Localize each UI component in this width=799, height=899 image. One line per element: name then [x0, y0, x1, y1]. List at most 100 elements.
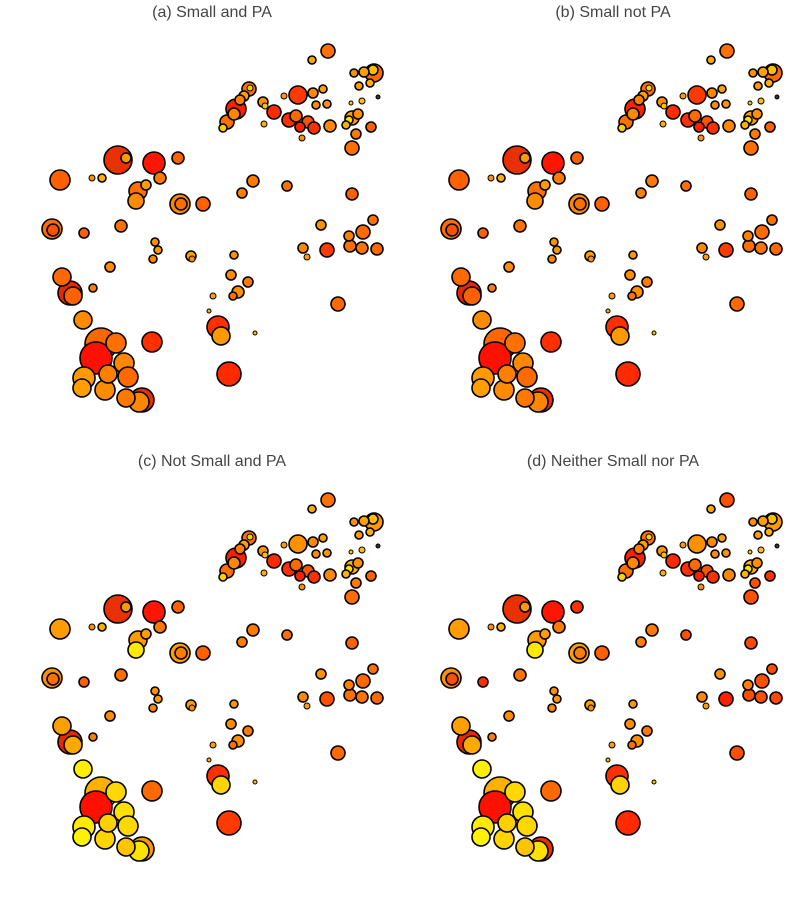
bubble-marker [344, 589, 360, 605]
bubble-marker [757, 66, 769, 78]
bubble-marker [740, 569, 750, 579]
bubble-marker [605, 308, 611, 314]
bubble-marker [552, 171, 566, 185]
bubble-marker [516, 815, 538, 837]
bubble-marker [742, 688, 756, 702]
bubble-marker [471, 378, 491, 398]
bubble-marker [73, 310, 93, 330]
bubble-marker [206, 308, 212, 314]
bubble-marker [540, 780, 562, 802]
bubble-marker [252, 779, 258, 785]
bubble-marker [209, 741, 217, 749]
bubble-marker [764, 527, 774, 537]
bubble-marker [323, 568, 337, 582]
bubble-marker [635, 187, 647, 199]
bubble-marker [718, 242, 734, 258]
bubble-marker [307, 570, 321, 584]
bubble-marker [754, 224, 770, 240]
bubble-marker [624, 269, 636, 281]
bubble-marker [628, 699, 638, 709]
bubble-marker [706, 504, 716, 514]
bubble-marker [503, 261, 515, 273]
panel-b: (b) Small not PA [399, 0, 799, 449]
bubble-marker [547, 703, 557, 713]
bubble-marker [757, 546, 765, 554]
bubble-marker [280, 92, 288, 100]
bubble-marker [719, 43, 735, 59]
bubble-marker [766, 663, 778, 675]
bubble-marker [764, 121, 776, 133]
bubble-marker [617, 123, 627, 133]
bubble-marker [757, 515, 769, 527]
bubble-marker [706, 536, 718, 548]
bubble-marker [142, 151, 166, 175]
bubble-marker [659, 569, 667, 577]
bubble-marker [487, 174, 495, 182]
bubble-marker [729, 745, 745, 761]
bubble-marker [140, 179, 152, 191]
panel-title: (b) Small not PA [555, 4, 671, 21]
bubble-marker [188, 255, 196, 263]
bubble-marker [227, 107, 241, 121]
bubble-marker [355, 241, 369, 255]
bubble-marker [252, 330, 258, 336]
bubble-marker [148, 254, 158, 264]
bubble-marker [570, 600, 584, 614]
bubble-map-d: (d) Neither Small nor PA [440, 453, 783, 862]
bubble-marker [352, 108, 364, 120]
bubble-marker [487, 623, 495, 631]
bubble-marker [641, 276, 653, 288]
bubble-marker [665, 553, 681, 569]
bubble-marker [52, 716, 72, 736]
bubble-marker [350, 128, 362, 140]
bubble-marker [764, 78, 774, 88]
bubble-marker [345, 636, 359, 650]
bubble-marker [487, 732, 497, 742]
bubble-marker [211, 775, 231, 795]
bubble-marker [645, 533, 653, 541]
bubble-marker [628, 250, 638, 260]
bubble-marker [549, 686, 559, 696]
bubble-marker [225, 718, 237, 730]
bubble-marker [195, 196, 211, 212]
bubble-marker [753, 81, 763, 91]
bubble-marker [719, 492, 735, 508]
bubble-marker [680, 180, 692, 192]
bubble-marker [141, 780, 163, 802]
bubble-marker [63, 735, 83, 755]
bubble-marker [370, 242, 384, 256]
bubble-marker [354, 81, 364, 91]
bubble-marker [641, 725, 653, 737]
bubble-marker [344, 140, 360, 156]
bubble-marker [665, 104, 681, 120]
bubble-marker [462, 286, 482, 306]
bubble-marker [710, 100, 720, 110]
bubble-marker [218, 572, 228, 582]
bubble-marker [297, 242, 309, 254]
bubble-marker [754, 673, 770, 689]
bubble-marker [228, 740, 238, 750]
bubble-marker [679, 92, 687, 100]
bubble-marker [706, 87, 718, 99]
bubble-marker [748, 68, 758, 78]
bubble-marker [573, 197, 587, 211]
bubble-marker [142, 600, 166, 624]
bubble-marker [303, 253, 311, 261]
bubble-marker [573, 646, 587, 660]
bubble-marker [343, 239, 357, 253]
bubble-marker [552, 694, 562, 704]
bubble-marker [743, 589, 759, 605]
bubble-marker [688, 558, 702, 572]
bubble-marker [367, 663, 379, 675]
bubble-marker [541, 151, 565, 175]
bubble-marker [516, 366, 538, 388]
bubble-marker [307, 55, 317, 65]
bubble-marker [298, 134, 306, 142]
bubble-marker [740, 120, 750, 130]
bubble-marker [358, 515, 370, 527]
bubble-map-c: (c) Not Small and PA [41, 453, 384, 862]
bubble-marker [234, 543, 246, 555]
bubble-marker [539, 628, 551, 640]
bubble-marker [315, 219, 327, 231]
bubble-marker [633, 94, 645, 106]
